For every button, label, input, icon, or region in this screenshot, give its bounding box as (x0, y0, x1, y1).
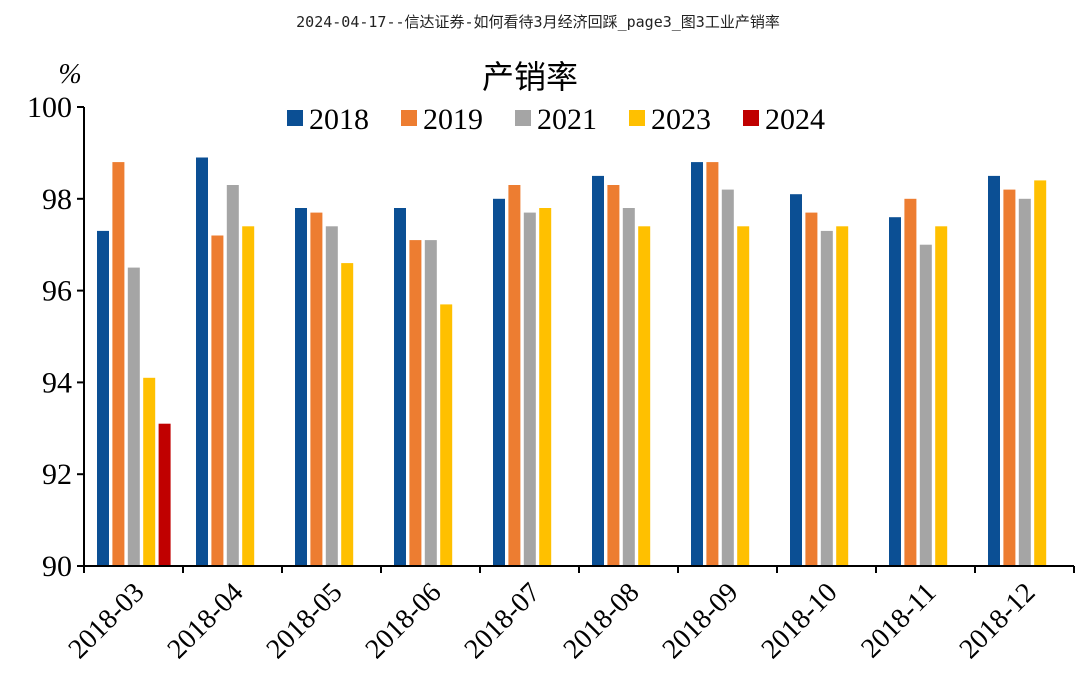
legend-label-2019: 2019 (423, 103, 483, 136)
x-tick-label: 2018-10 (756, 577, 844, 665)
legend-label-2018: 2018 (309, 103, 369, 136)
bar-2021-2018-06 (425, 240, 437, 566)
bar-2018-2018-06 (394, 208, 406, 566)
bar-2023-2018-09 (737, 226, 749, 566)
x-tick-label: 2018-04 (162, 577, 250, 665)
bar-2019-2018-06 (409, 240, 421, 566)
bar-2019-2018-05 (310, 213, 322, 566)
bar-2023-2018-08 (638, 226, 650, 566)
bar-2018-2018-10 (790, 194, 802, 566)
bar-2018-2018-08 (592, 176, 604, 566)
page-title: 2024-04-17--信达证券-如何看待3月经济回踩_page3_图3工业产销… (296, 13, 780, 31)
bar-2018-2018-05 (295, 208, 307, 566)
bar-2021-2018-07 (524, 213, 536, 566)
bar-2023-2018-04 (242, 226, 254, 566)
bar-2021-2018-08 (623, 208, 635, 566)
legend-label-2023: 2023 (651, 103, 711, 136)
legend-label-2024: 2024 (765, 103, 825, 136)
bar-2021-2018-03 (128, 268, 140, 566)
bar-2024-2018-03 (159, 424, 171, 566)
y-tick-label: 92 (42, 458, 72, 491)
x-tick-label: 2018-11 (855, 577, 942, 664)
bar-2023-2018-12 (1034, 180, 1046, 566)
bars (97, 158, 1046, 567)
bar-2023-2018-06 (440, 304, 452, 566)
bar-2019-2018-07 (508, 185, 520, 566)
x-tick-label: 2018-12 (954, 577, 1042, 665)
bar-2019-2018-11 (904, 199, 916, 566)
bar-2019-2018-12 (1003, 190, 1015, 566)
y-tick-label: 96 (42, 275, 72, 308)
bar-2021-2018-09 (722, 190, 734, 566)
x-tick-label: 2018-08 (558, 577, 646, 665)
legend-swatch-2023 (629, 110, 645, 126)
legend-swatch-2021 (515, 110, 531, 126)
x-tick-label: 2018-07 (459, 577, 547, 665)
y-tick-label: 98 (42, 183, 72, 216)
chart-title: 产销率 (482, 58, 578, 96)
bar-2018-2018-11 (889, 217, 901, 566)
legend-swatch-2019 (401, 110, 417, 126)
bar-2018-2018-12 (988, 176, 1000, 566)
bar-2021-2018-10 (821, 231, 833, 566)
x-tick-label: 2018-05 (261, 577, 349, 665)
bar-2023-2018-10 (836, 226, 848, 566)
bar-2018-2018-07 (493, 199, 505, 566)
bar-2023-2018-07 (539, 208, 551, 566)
bar-2019-2018-09 (706, 162, 718, 566)
legend-swatch-2024 (743, 110, 759, 126)
bar-2023-2018-11 (935, 226, 947, 566)
bar-2021-2018-11 (920, 245, 932, 566)
legend: 2018 2019 2021 2023 2024 (287, 103, 825, 136)
bar-2019-2018-04 (211, 236, 223, 567)
x-tick-label: 2018-09 (657, 577, 745, 665)
bar-2021-2018-05 (326, 226, 338, 566)
bar-2019-2018-03 (112, 162, 124, 566)
legend-label-2021: 2021 (537, 103, 597, 136)
bar-2018-2018-09 (691, 162, 703, 566)
y-tick-label: 90 (42, 550, 72, 583)
bar-2019-2018-10 (805, 213, 817, 566)
bar-2023-2018-05 (341, 263, 353, 566)
y-tick-label: 100 (27, 91, 72, 124)
bar-2021-2018-04 (227, 185, 239, 566)
x-tick-label: 2018-06 (360, 577, 448, 665)
bar-2018-2018-04 (196, 158, 208, 567)
bar-2023-2018-03 (143, 378, 155, 566)
legend-swatch-2018 (287, 110, 303, 126)
bar-2021-2018-12 (1019, 199, 1031, 566)
y-tick-label: 94 (42, 366, 72, 399)
bar-2019-2018-08 (607, 185, 619, 566)
y-axis-unit: % (58, 59, 81, 90)
x-tick-label: 2018-03 (63, 577, 151, 665)
bar-2018-2018-03 (97, 231, 109, 566)
